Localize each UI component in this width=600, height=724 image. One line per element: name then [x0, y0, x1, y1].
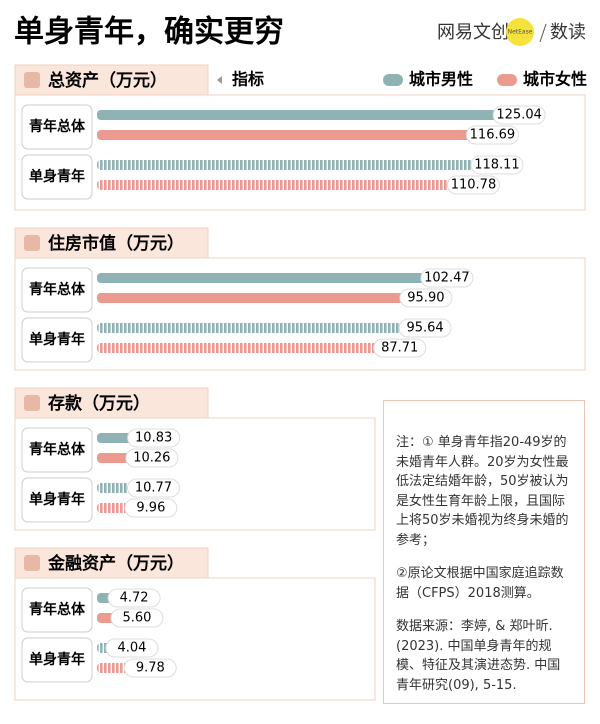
row-label-box [21, 267, 93, 313]
legend-label: 城市男性 [409, 70, 473, 89]
value-pill [110, 608, 164, 628]
legend-swatch [383, 74, 403, 86]
row-label-box [21, 317, 93, 363]
section-tab [14, 547, 209, 579]
row-label: 青年总体 [29, 601, 86, 618]
section-icon [24, 72, 40, 88]
legend-swatch [497, 74, 517, 86]
logo-slash [539, 23, 547, 43]
row-label-box [21, 427, 93, 473]
value-label: 87.71 [381, 341, 418, 356]
logo-badge: NetEase [508, 29, 533, 36]
logo-badge-circle [506, 18, 534, 46]
bar [97, 343, 378, 353]
row-label: 青年总体 [29, 441, 86, 458]
row-label-box [21, 154, 93, 200]
value-pill [127, 428, 181, 448]
section-icon [24, 395, 40, 411]
row-label-box [21, 637, 93, 683]
row-label: 青年总体 [29, 118, 86, 135]
value-pill [398, 318, 452, 338]
indicator-arrow [217, 76, 222, 84]
value-pill [105, 638, 159, 658]
bar [97, 273, 425, 283]
value-label: 4.04 [117, 641, 146, 656]
value-label: 10.83 [135, 431, 172, 446]
bar [97, 110, 498, 120]
bar [97, 160, 475, 170]
value-label: 10.77 [135, 481, 172, 496]
value-pill [420, 268, 474, 288]
section-icon [24, 235, 40, 251]
value-label: 10.26 [133, 451, 170, 466]
bar [97, 130, 471, 140]
row-label-box [21, 587, 93, 633]
value-pill [470, 155, 524, 175]
row-label-box [21, 104, 93, 150]
value-pill [123, 658, 177, 678]
note-text: 注：① 单身青年指20-49岁的未婚青年人群。20岁为女性最低法定结婚年龄，50… [396, 435, 569, 548]
value-label: 9.78 [136, 661, 165, 676]
row-label: 单身青年 [29, 168, 85, 185]
value-label: 118.11 [474, 158, 520, 173]
value-label: 116.69 [470, 128, 516, 143]
value-pill [373, 338, 427, 358]
value-label: 102.47 [424, 271, 470, 286]
bar [97, 323, 404, 333]
bar [97, 483, 132, 493]
legend-label: 城市女性 [523, 70, 587, 89]
value-label: 110.78 [451, 178, 497, 193]
row-label: 单身青年 [29, 651, 85, 668]
bar [97, 433, 132, 443]
section-tab [14, 227, 209, 259]
value-pill [107, 588, 161, 608]
bar [97, 503, 129, 513]
section-tab [14, 64, 209, 96]
value-pill [465, 125, 519, 145]
indicator-label: 指标 [232, 70, 264, 89]
bar [97, 293, 404, 303]
value-label: 4.72 [120, 591, 149, 606]
row-label-box [21, 477, 93, 523]
logo-sub: 数读 [550, 22, 586, 43]
bar [97, 663, 129, 673]
value-pill [124, 498, 178, 518]
bar [97, 613, 115, 623]
bar [97, 180, 452, 190]
value-label: 5.60 [122, 611, 151, 626]
note-text: ②原论文根据中国家庭追踪数据（CFPS）2018测算。 [396, 566, 564, 601]
page-title: 单身青年，确实更穷 [14, 15, 284, 50]
section-title: 金融资产（万元） [47, 553, 184, 574]
section-title: 存款（万元） [48, 393, 150, 414]
value-label: 95.90 [407, 291, 444, 306]
bar [97, 453, 130, 463]
row-label: 青年总体 [29, 281, 86, 298]
section-icon [24, 555, 40, 571]
note-box: 注：① 单身青年指20-49岁的未婚青年人群。20岁为女性最低法定结婚年龄，50… [383, 400, 585, 704]
value-label: 95.64 [406, 321, 443, 336]
value-label: 9.96 [136, 501, 165, 516]
value-pill [399, 288, 453, 308]
value-pill [126, 478, 180, 498]
value-pill [125, 448, 179, 468]
logo-brand: 网易文创 [437, 22, 509, 43]
section-tab [14, 387, 209, 419]
value-pill [492, 105, 546, 125]
note-source: 数据来源：李婷, & 郑叶昕. (2023). 中国单身青年的规模、特征及其演进… [396, 619, 561, 693]
section-title: 住房市值（万元） [48, 233, 184, 254]
section-title: 总资产（万元） [48, 70, 167, 91]
value-pill [446, 175, 500, 195]
row-label: 单身青年 [29, 331, 85, 348]
value-label: 125.04 [496, 108, 542, 123]
row-label: 单身青年 [29, 491, 85, 508]
